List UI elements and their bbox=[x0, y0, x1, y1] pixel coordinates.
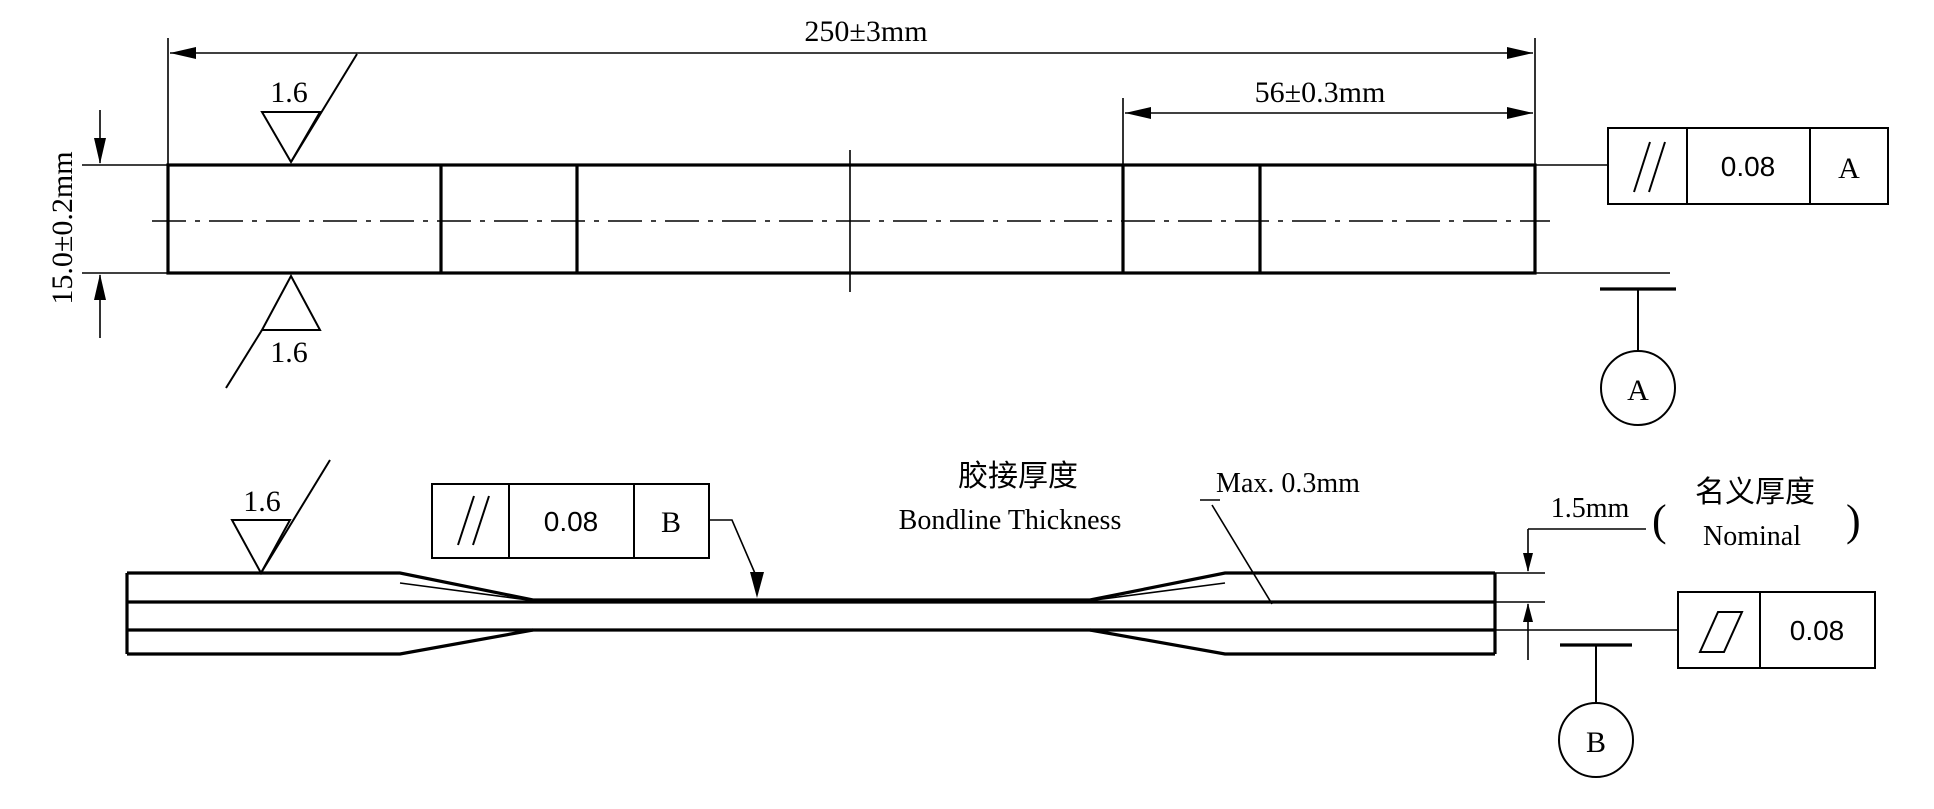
roughness-symbol-top bbox=[260, 111, 322, 164]
roughness-leader-side bbox=[260, 459, 331, 574]
fcf-b-leader bbox=[709, 519, 758, 579]
roughness-value-top: 1.6 bbox=[270, 76, 308, 109]
thickness-arrow-bottom bbox=[1523, 603, 1533, 622]
parallelism-icon bbox=[1633, 141, 1666, 193]
fcf-b-leader-arrow bbox=[750, 572, 764, 598]
bondline-label-en: Bondline Thickness bbox=[899, 505, 1122, 536]
roughness-value-bottom: 1.6 bbox=[270, 336, 308, 369]
width-arrow-bottom bbox=[94, 274, 106, 300]
side-profile-bottom bbox=[127, 628, 1495, 656]
overall-length-label: 250±3mm bbox=[804, 15, 927, 48]
nominal-bracket-right: ) bbox=[1846, 496, 1861, 545]
flatness-icon bbox=[1698, 611, 1744, 653]
roughness-value-side: 1.6 bbox=[243, 485, 281, 518]
bondline-label-cn: 胶接厚度 bbox=[958, 459, 1078, 494]
roughness-symbol-side bbox=[230, 519, 292, 576]
width-label: 15.0±0.2mm bbox=[46, 151, 79, 304]
fcf-b-datum: B bbox=[661, 506, 681, 539]
roughness-leader-bottom bbox=[225, 329, 263, 389]
nominal-label-cn: 名义厚度 bbox=[1695, 475, 1815, 510]
grip-length-arrow-left bbox=[1125, 107, 1151, 119]
nominal-thickness-label: 1.5mm bbox=[1551, 493, 1630, 524]
fcf-parallel-b: 0.08 B bbox=[431, 483, 710, 559]
fcf-flat-frame bbox=[1677, 591, 1876, 669]
doubler-inner-line bbox=[1094, 582, 1226, 601]
side-profile-top bbox=[127, 571, 1495, 602]
thickness-arrow-top bbox=[1523, 553, 1533, 572]
fcf-b-frame bbox=[431, 483, 710, 559]
bondline-max-label: Max. 0.3mm bbox=[1216, 468, 1360, 499]
side-view: 1.6 0.08 B 胶接厚度 Bondline Thickness Max. … bbox=[125, 459, 1876, 778]
fcf-a-frame bbox=[1607, 127, 1889, 205]
overall-length-arrow-right bbox=[1507, 47, 1533, 59]
fcf-parallel-a: 0.08 A bbox=[1607, 127, 1889, 205]
top-specimen-outline bbox=[166, 163, 1537, 275]
nominal-label-en: Nominal bbox=[1703, 521, 1801, 552]
fcf-a-datum: A bbox=[1838, 152, 1860, 185]
fcf-b-value: 0.08 bbox=[544, 506, 599, 537]
datum-b-label: B bbox=[1586, 726, 1606, 759]
grip-length-label: 56±0.3mm bbox=[1255, 76, 1386, 109]
overall-length-arrow-left bbox=[170, 47, 196, 59]
datum-a-label: A bbox=[1627, 374, 1649, 407]
datum-b-circle bbox=[1558, 702, 1634, 778]
top-view: 250±3mm 56±0.3mm 15.0±0.2mm 1.6 1.6 bbox=[46, 15, 1889, 426]
doubler-inner-line bbox=[399, 582, 529, 601]
width-arrow-top bbox=[94, 138, 106, 164]
nominal-bracket-left: ( bbox=[1652, 496, 1667, 545]
datum-a-circle bbox=[1600, 350, 1676, 426]
fcf-a-value: 0.08 bbox=[1721, 151, 1776, 182]
bondline-leader bbox=[1211, 504, 1273, 605]
fcf-flat-value: 0.08 bbox=[1790, 615, 1845, 646]
roughness-symbol-bottom bbox=[260, 273, 322, 331]
roughness-leader-top bbox=[290, 53, 358, 163]
parallelism-icon bbox=[457, 495, 490, 546]
fcf-flatness: 0.08 bbox=[1677, 591, 1876, 669]
grip-length-arrow-right bbox=[1507, 107, 1533, 119]
